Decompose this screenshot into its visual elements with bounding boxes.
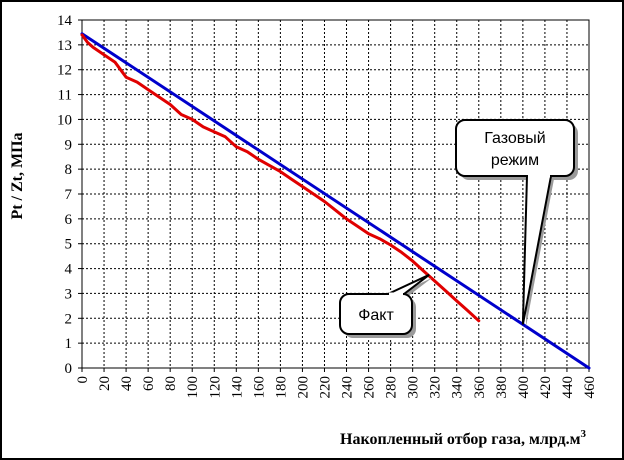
x-axis-label-superscript: 3 — [581, 428, 587, 440]
series-lines — [80, 32, 591, 370]
callout-text-line: режим — [491, 152, 539, 169]
x-tick-label: 460 — [582, 376, 598, 399]
y-tick-label: 13 — [57, 38, 72, 54]
y-tick-label: 1 — [65, 336, 73, 352]
y-tick-label: 10 — [57, 112, 72, 128]
x-tick-label: 80 — [163, 376, 179, 391]
x-tick-label: 0 — [75, 376, 91, 384]
y-tick-label: 7 — [65, 187, 73, 203]
x-tick-label: 220 — [317, 376, 333, 399]
y-tick-label: 9 — [65, 137, 73, 153]
series-line-1 — [80, 33, 481, 323]
callout-fact: Факт — [339, 273, 433, 338]
y-tick-label: 6 — [65, 212, 73, 228]
x-tick-label: 260 — [362, 376, 378, 399]
x-tick-label: 140 — [229, 376, 245, 399]
callout-text-line: Факт — [358, 307, 394, 324]
callouts: Газовый режим Факт — [339, 119, 578, 338]
x-tick-label: 360 — [472, 376, 488, 399]
y-tick-label: 8 — [65, 162, 73, 178]
x-tick-label: 200 — [295, 376, 311, 399]
x-tick-label: 240 — [340, 376, 356, 399]
x-tick-label: 120 — [207, 376, 223, 399]
x-axis-ticks: 0 20 40 60 80 100 120 140 160 180 200 220 240 260 280 3… — [75, 368, 598, 399]
x-axis-label-text: Накопленный отбор газа, млрд.м — [340, 431, 581, 448]
x-tick-label: 100 — [185, 376, 201, 399]
y-tick-label: 12 — [57, 63, 72, 79]
callout-gas-mode: Газовый режим — [455, 119, 578, 328]
y-tick-label: 14 — [57, 13, 73, 29]
x-tick-label: 180 — [273, 376, 289, 399]
x-tick-label: 320 — [428, 376, 444, 399]
y-tick-label: 0 — [65, 361, 73, 377]
callout-text-line: Газовый — [484, 130, 545, 147]
x-axis-label: Накопленный отбор газа, млрд.м3 — [340, 428, 586, 448]
x-tick-label: 340 — [450, 376, 466, 399]
x-tick-label: 40 — [119, 376, 135, 391]
x-tick-label: 20 — [97, 376, 113, 391]
x-tick-label: 160 — [251, 376, 267, 399]
y-tick-label: 4 — [65, 262, 73, 278]
x-tick-label: 60 — [141, 376, 157, 391]
y-tick-label: 5 — [65, 237, 73, 253]
gridlines — [81, 19, 590, 369]
x-tick-label: 280 — [384, 376, 400, 399]
x-tick-label: 420 — [538, 376, 554, 399]
x-tick-label: 300 — [406, 376, 422, 399]
y-tick-label: 11 — [58, 88, 72, 104]
y-tick-label: 2 — [65, 311, 73, 327]
series-line-0 — [80, 32, 591, 370]
y-tick-label: 3 — [65, 286, 73, 302]
x-tick-label: 400 — [516, 376, 532, 399]
x-tick-label: 380 — [494, 376, 510, 399]
x-tick-label: 440 — [560, 376, 576, 399]
y-axis-label: Pt / Zt, МПа — [9, 132, 26, 219]
